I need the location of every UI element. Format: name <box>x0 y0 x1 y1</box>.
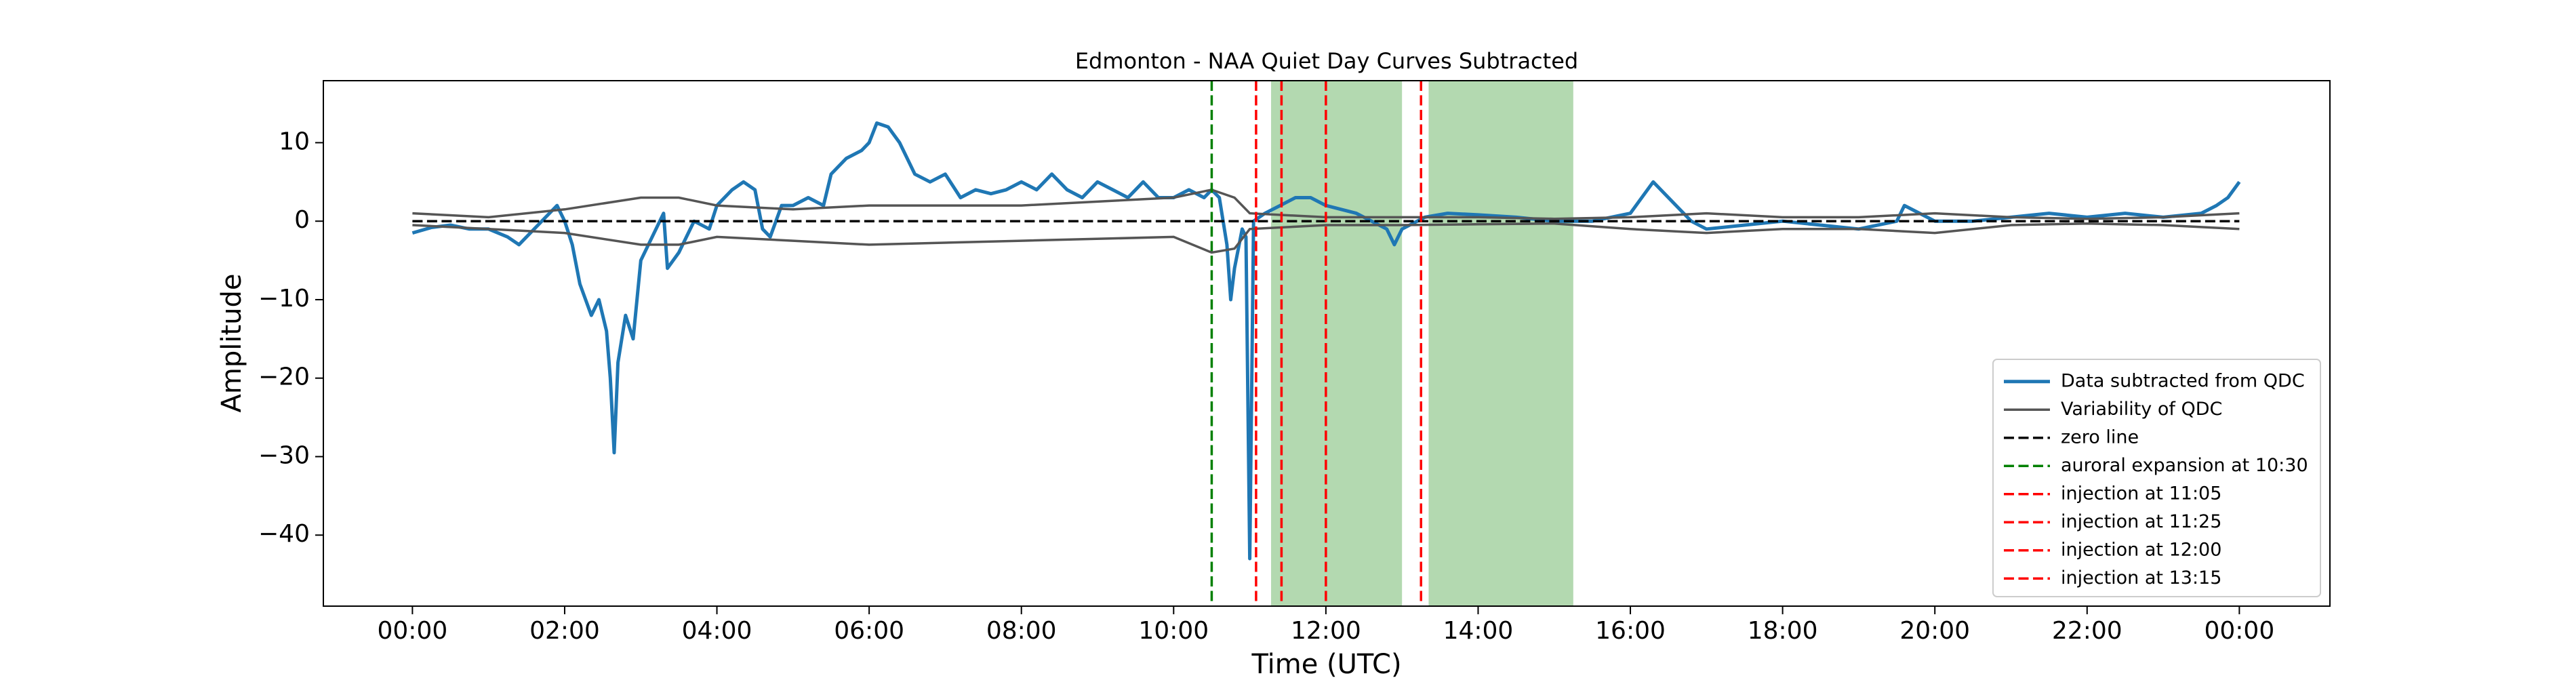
legend-label: injection at 11:05 <box>2061 483 2221 504</box>
variability-line <box>412 222 2240 254</box>
y-tick-label: −30 <box>258 441 310 469</box>
x-tick-label: 06:00 <box>834 617 904 645</box>
legend-label: injection at 13:15 <box>2061 567 2221 589</box>
x-tick-label: 22:00 <box>2052 617 2122 645</box>
y-tick-label: −20 <box>258 363 310 391</box>
plot-area <box>411 81 2241 606</box>
shaded-span <box>1428 81 1573 606</box>
legend-label: Data subtracted from QDC <box>2061 370 2305 391</box>
x-tick-label: 18:00 <box>1748 617 1818 645</box>
data-line <box>411 121 2241 561</box>
x-axis-label: Time (UTC) <box>1251 649 1401 678</box>
x-tick-label: 08:00 <box>986 617 1057 645</box>
x-tick-label: 10:00 <box>1138 617 1209 645</box>
y-tick-label: −10 <box>258 285 310 313</box>
legend-label: auroral expansion at 10:30 <box>2061 455 2308 476</box>
x-tick-label: 20:00 <box>1899 617 1970 645</box>
legend-label: zero line <box>2061 426 2139 447</box>
shaded-span <box>1271 81 1403 606</box>
x-tick-label: 04:00 <box>682 617 752 645</box>
y-tick-label: 10 <box>279 127 310 155</box>
x-tick-label: 12:00 <box>1291 617 1361 645</box>
x-tick-label: 00:00 <box>2204 617 2274 645</box>
x-tick-label: 16:00 <box>1595 617 1666 645</box>
y-tick-label: 0 <box>294 206 310 234</box>
axes-frame <box>323 80 2331 607</box>
legend-label: injection at 12:00 <box>2061 539 2221 560</box>
chart-title: Edmonton - NAA Quiet Day Curves Subtract… <box>1075 48 1578 74</box>
x-tick-label: 14:00 <box>1443 617 1514 645</box>
legend-label: Variability of QDC <box>2061 399 2222 420</box>
y-tick-label: −40 <box>258 520 310 548</box>
y-axis-label: Amplitude <box>216 274 247 413</box>
legend-label: injection at 11:25 <box>2061 511 2221 532</box>
variability-line <box>412 188 2240 220</box>
x-tick-label: 00:00 <box>378 617 448 645</box>
legend-box <box>1992 359 2321 597</box>
x-tick-label: 02:00 <box>529 617 600 645</box>
